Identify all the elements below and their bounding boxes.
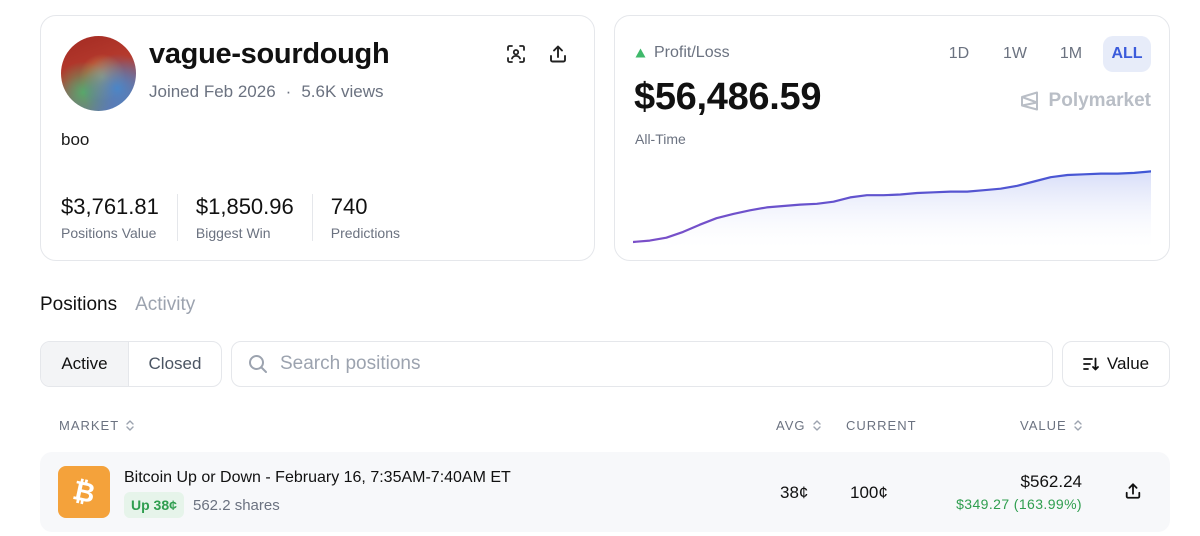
table-row[interactable]: ₿ Bitcoin Up or Down - February 16, 7:35…: [40, 452, 1170, 532]
stat-label: Positions Value: [61, 225, 157, 241]
search-box: [231, 341, 1053, 387]
avg-price: 38¢: [780, 483, 809, 502]
column-value-label: VALUE: [1020, 418, 1067, 433]
pnl-chart: [633, 170, 1151, 248]
stat-label: Biggest Win: [195, 225, 271, 241]
pnl-line: [633, 170, 1151, 244]
filter-active-button[interactable]: Active: [41, 342, 129, 386]
column-current: CURRENT: [846, 418, 917, 433]
sort-icon: [1082, 357, 1099, 371]
stat-value: $1,850.96: [195, 194, 294, 219]
share-position-icon[interactable]: [1122, 480, 1144, 502]
polymarket-brand: Polymarket: [1019, 90, 1151, 112]
status-filter: Active Closed: [40, 341, 222, 387]
username: vague-sourdough: [149, 38, 390, 70]
pnl-value: $56,486.59: [634, 76, 822, 118]
share-count: 562.2 shares: [193, 497, 280, 514]
profit-loss-card: Profit/Loss $56,486.59 All-Time 1D 1W 1M…: [614, 15, 1170, 261]
tab-positions[interactable]: Positions: [40, 294, 118, 315]
qr-scan-icon[interactable]: [504, 42, 528, 66]
position-value: $562.24: [1020, 472, 1082, 491]
range-1m[interactable]: 1M: [1059, 45, 1083, 62]
bio: boo: [61, 130, 90, 149]
profile-stats: $3,761.81 Positions Value $1,850.96 Bigg…: [61, 194, 418, 241]
polymarket-logo-icon: [1020, 91, 1038, 111]
svg-text:₿: ₿: [70, 477, 98, 507]
outcome-badge: Up 38¢: [124, 492, 184, 518]
profile-card: vague-sourdough Joined Feb 2026 · 5.6K v…: [40, 15, 595, 261]
brand-name: Polymarket: [1048, 90, 1151, 111]
pnl-label-text: Profit/Loss: [654, 44, 730, 61]
sort-toggle-icon: [812, 420, 821, 431]
column-market[interactable]: MARKET: [59, 418, 135, 433]
market-title[interactable]: Bitcoin Up or Down - February 16, 7:35AM…: [124, 469, 511, 486]
meta-separator: ·: [285, 82, 292, 101]
share-icon[interactable]: [546, 42, 570, 66]
bitcoin-icon: ₿: [58, 466, 110, 518]
pnl-area: [633, 171, 1151, 248]
tab-activity[interactable]: Activity: [135, 294, 196, 315]
range-1w[interactable]: 1W: [1003, 45, 1027, 62]
stat-label: Predictions: [330, 225, 401, 241]
stat-value: $3,761.81: [61, 194, 159, 219]
filter-closed-button[interactable]: Closed: [148, 354, 202, 373]
sort-label: Value: [1106, 354, 1150, 373]
position-change: $349.27 (163.99%): [956, 496, 1082, 512]
profile-meta: Joined Feb 2026 · 5.6K views: [149, 82, 384, 102]
current-price: 100¢: [850, 483, 888, 502]
column-value[interactable]: VALUE: [1020, 418, 1083, 433]
avatar: [61, 36, 136, 111]
joined-date: Joined Feb 2026: [149, 82, 276, 101]
stat-value: 740: [330, 194, 368, 219]
stat-biggest-win: $1,850.96 Biggest Win: [176, 194, 312, 241]
range-selector: 1D 1W 1M ALL: [931, 36, 1151, 72]
sort-toggle-icon: [126, 420, 134, 431]
triangle-up-icon: [635, 48, 646, 58]
range-all[interactable]: ALL: [1103, 36, 1151, 72]
column-current-label: CURRENT: [846, 418, 917, 433]
column-avg-label: AVG: [776, 418, 806, 433]
view-count: 5.6K views: [301, 82, 384, 101]
bitcoin-glyph-icon: ₿: [70, 477, 98, 507]
sort-button[interactable]: Value: [1062, 341, 1170, 387]
range-1d[interactable]: 1D: [948, 45, 970, 62]
search-input[interactable]: [280, 353, 980, 375]
column-market-label: MARKET: [59, 418, 120, 433]
search-icon: [249, 355, 267, 373]
sort-toggle-icon: [1073, 420, 1082, 431]
pnl-period: All-Time: [635, 131, 686, 147]
stat-positions-value: $3,761.81 Positions Value: [61, 194, 177, 241]
pnl-label: Profit/Loss: [635, 44, 730, 62]
column-avg[interactable]: AVG: [776, 418, 822, 433]
section-tabs: Positions Activity: [40, 294, 195, 316]
stat-predictions: 740 Predictions: [311, 194, 418, 241]
